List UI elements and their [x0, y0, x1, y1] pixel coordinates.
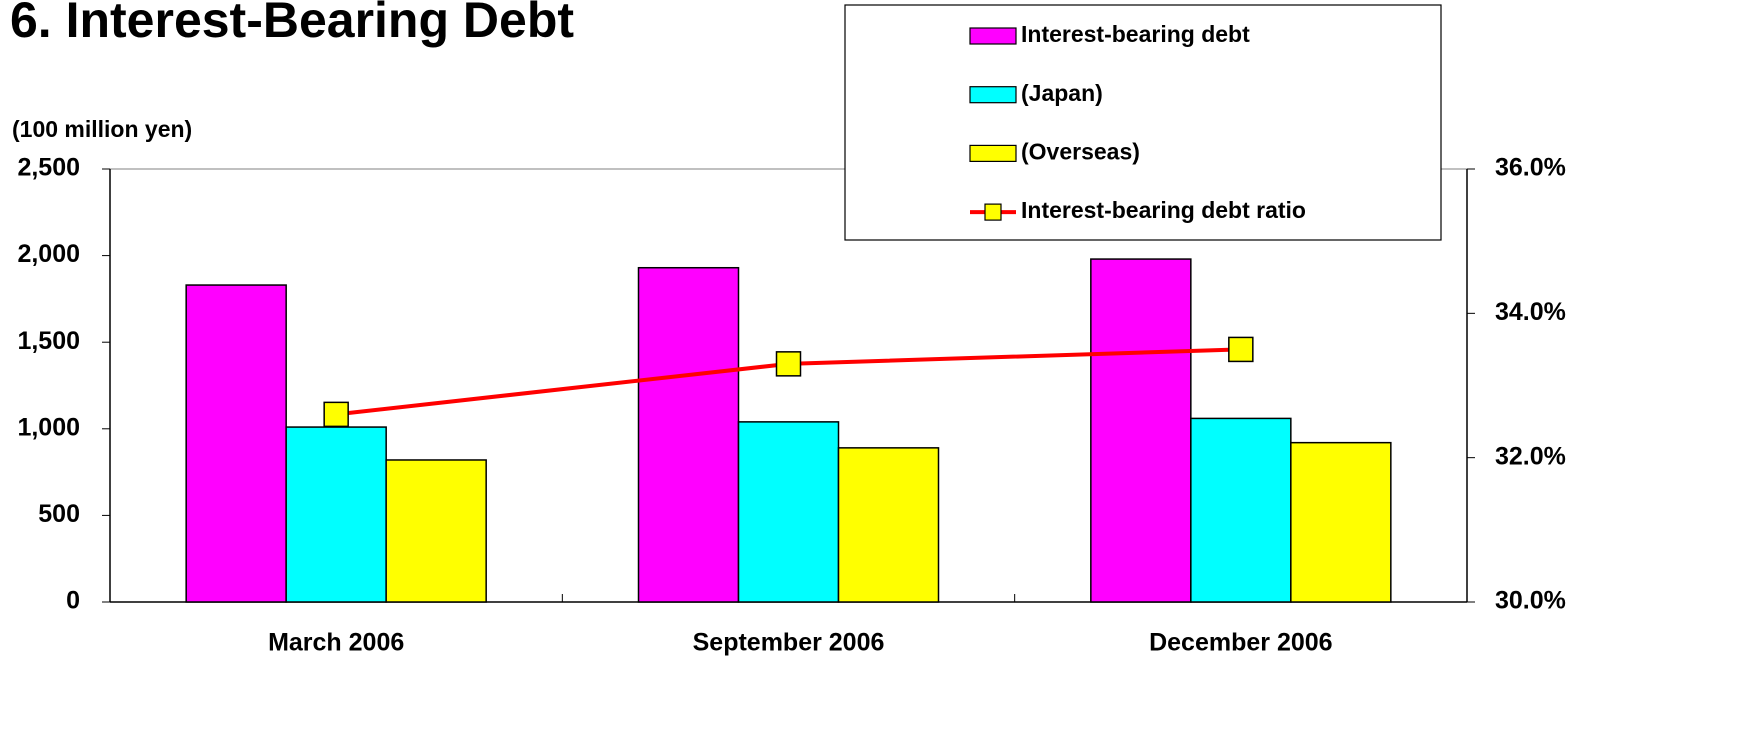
y2-tick-label: 34.0% — [1495, 298, 1566, 326]
chart-title: 6. Interest-Bearing Debt — [10, 0, 574, 48]
legend-swatch — [969, 144, 1017, 162]
y2-tick-label: 30.0% — [1495, 587, 1566, 615]
y-tick-label: 1,500 — [17, 327, 80, 355]
y2-tick-label: 32.0% — [1495, 442, 1566, 470]
x-tick-label: September 2006 — [693, 629, 885, 657]
legend-label: Interest-bearing debt ratio — [1021, 197, 1306, 223]
legend-label: (Japan) — [1021, 80, 1103, 106]
legend-marker — [984, 203, 1002, 221]
y-tick-label: 1,000 — [17, 413, 80, 441]
y-tick-label: 2,000 — [17, 240, 80, 268]
bar — [1190, 417, 1292, 603]
bar — [737, 421, 840, 603]
legend-swatch — [969, 27, 1017, 45]
marker — [775, 351, 802, 377]
x-tick-label: March 2006 — [268, 629, 404, 657]
marker — [1228, 336, 1254, 363]
y-tick-label: 2,500 — [17, 154, 80, 182]
bar — [285, 426, 387, 603]
bar — [185, 284, 287, 603]
legend-label: Interest-bearing debt — [1021, 21, 1250, 47]
y2-tick-label: 36.0% — [1495, 154, 1566, 182]
bar — [637, 266, 740, 603]
bar — [385, 459, 487, 603]
bar — [1090, 258, 1192, 603]
legend-label: (Overseas) — [1021, 138, 1140, 164]
legend-swatch — [969, 86, 1017, 104]
marker — [323, 401, 349, 428]
y-tick-label: 500 — [38, 500, 80, 528]
y-tick-label: 0 — [66, 587, 80, 615]
bar — [1290, 441, 1392, 603]
legend-box — [844, 4, 1442, 241]
x-tick-label: December 2006 — [1149, 629, 1332, 657]
bar — [837, 447, 940, 603]
y-axis-label: (100 million yen) — [12, 116, 192, 142]
